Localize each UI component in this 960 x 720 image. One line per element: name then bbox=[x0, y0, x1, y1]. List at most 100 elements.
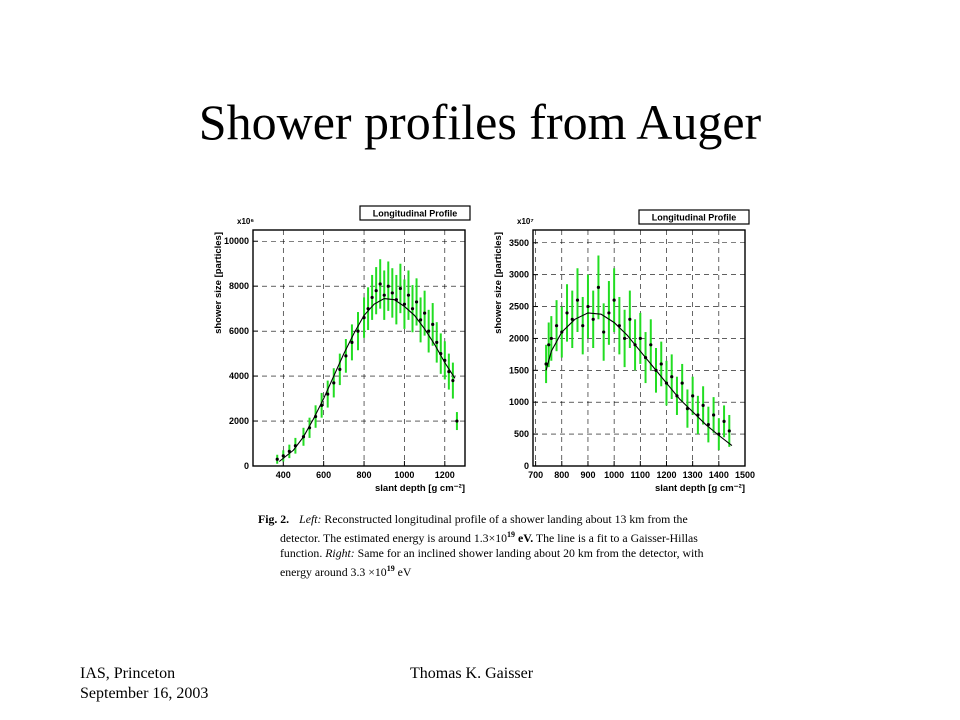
data-point bbox=[701, 403, 705, 408]
x-tick-label: 1500 bbox=[735, 470, 755, 480]
data-point bbox=[602, 330, 606, 334]
data-point bbox=[549, 336, 553, 341]
chart-title: Longitudinal Profile bbox=[652, 213, 737, 223]
y-tick-label: 2000 bbox=[509, 333, 529, 343]
caption-fragment: Right: bbox=[325, 545, 355, 560]
data-point bbox=[727, 429, 731, 433]
x-tick-label: 1000 bbox=[604, 470, 624, 480]
data-point bbox=[659, 362, 663, 366]
caption-fragment: Reconstructed longitudinal profile of a … bbox=[321, 512, 688, 526]
y-tick-label: 10000 bbox=[224, 236, 249, 246]
data-point bbox=[628, 317, 632, 321]
data-point bbox=[581, 324, 585, 328]
caption-fragment: 19 bbox=[507, 530, 516, 539]
x-tick-label: 1200 bbox=[435, 470, 455, 480]
y-tick-label: 0 bbox=[244, 461, 249, 471]
y-tick-label: 500 bbox=[514, 429, 529, 439]
data-point bbox=[554, 324, 559, 328]
caption-line-2: detector. The estimated energy is around… bbox=[258, 527, 763, 546]
data-point bbox=[281, 454, 285, 458]
data-point bbox=[398, 286, 402, 291]
data-point bbox=[623, 336, 627, 341]
x-tick-label: 800 bbox=[554, 470, 569, 480]
y-tick-label: 0 bbox=[524, 461, 529, 471]
x-tick-label: 800 bbox=[357, 470, 372, 480]
caption-fragment: eV. bbox=[515, 530, 534, 545]
x-tick-label: 400 bbox=[276, 470, 291, 480]
data-point bbox=[382, 293, 386, 297]
data-point bbox=[338, 367, 342, 371]
data-point bbox=[607, 311, 611, 315]
y-tick-label: 3500 bbox=[509, 238, 529, 248]
data-point bbox=[275, 457, 279, 461]
data-point bbox=[326, 392, 330, 396]
data-point bbox=[570, 317, 574, 321]
data-point bbox=[414, 300, 419, 304]
y-tick-label: 4000 bbox=[229, 371, 249, 381]
data-point bbox=[418, 318, 423, 322]
caption-fragment: 19 bbox=[386, 563, 395, 573]
y-scale-label: x10⁶ bbox=[237, 217, 254, 226]
data-point bbox=[370, 295, 374, 300]
data-point bbox=[649, 343, 653, 347]
chart-title: Longitudinal Profile bbox=[373, 209, 458, 219]
data-point bbox=[575, 298, 580, 302]
caption-fragment: Left: bbox=[299, 512, 322, 526]
caption-fragment: energy around 3.3 ×10 bbox=[280, 564, 387, 579]
data-point bbox=[406, 293, 411, 297]
caption-fragment: detector. The estimated energy is around… bbox=[280, 530, 508, 545]
data-point bbox=[547, 343, 551, 347]
footer-date: September 16, 2003 bbox=[80, 685, 209, 702]
x-tick-label: 600 bbox=[316, 470, 331, 480]
x-axis-label: slant depth [g cm⁻²] bbox=[655, 483, 745, 494]
data-point bbox=[638, 336, 642, 341]
x-tick-label: 1200 bbox=[656, 470, 676, 480]
slide-title: Shower profiles from Auger bbox=[198, 94, 762, 150]
data-point bbox=[722, 419, 726, 423]
data-point bbox=[427, 329, 431, 333]
caption-line-4: energy around 3.3 ×1019 eV bbox=[258, 561, 763, 580]
data-point bbox=[431, 322, 435, 326]
y-tick-label: 8000 bbox=[229, 281, 249, 291]
figure-caption: Fig. 2. Left: Reconstructed longitudinal … bbox=[258, 512, 763, 580]
data-point bbox=[711, 413, 716, 417]
fit-curve bbox=[278, 297, 456, 462]
data-point bbox=[344, 354, 348, 358]
caption-fig-label: Fig. 2. bbox=[258, 512, 290, 526]
caption-fragment: Same for an inclined shower landing abou… bbox=[354, 545, 704, 560]
data-point bbox=[410, 307, 415, 311]
x-tick-label: 1400 bbox=[709, 470, 729, 480]
data-point bbox=[591, 317, 595, 321]
data-point bbox=[544, 362, 548, 366]
x-axis-label: slant depth [g cm⁻²] bbox=[375, 483, 465, 494]
data-point bbox=[586, 304, 590, 309]
x-tick-label: 1300 bbox=[683, 470, 703, 480]
data-point bbox=[565, 311, 569, 315]
data-point bbox=[332, 381, 336, 385]
footer-venue-name: IAS, Princeton bbox=[80, 665, 176, 682]
y-axis-label: shower size [particles] bbox=[213, 232, 224, 334]
y-tick-label: 3000 bbox=[509, 270, 529, 280]
data-point bbox=[374, 289, 378, 293]
y-tick-label: 1000 bbox=[509, 397, 529, 407]
x-tick-label: 700 bbox=[528, 470, 543, 480]
footer-venue: IAS, Princeton September 16, 2003 bbox=[80, 664, 208, 704]
data-point bbox=[691, 394, 695, 398]
data-point bbox=[350, 340, 354, 344]
data-point bbox=[390, 291, 394, 295]
chart-title-box bbox=[638, 209, 750, 225]
y-tick-label: 1500 bbox=[509, 365, 529, 375]
data-point bbox=[455, 419, 459, 423]
caption-fragment: eV bbox=[394, 564, 412, 579]
x-tick-label: 900 bbox=[580, 470, 595, 480]
data-point bbox=[680, 381, 684, 385]
data-point bbox=[451, 378, 455, 383]
caption-line-1: Fig. 2. Left: Reconstructed longitudinal … bbox=[258, 512, 763, 527]
data-point bbox=[378, 282, 382, 286]
y-tick-label: 6000 bbox=[229, 326, 249, 336]
fit-curve bbox=[545, 312, 733, 447]
data-point bbox=[356, 329, 360, 333]
caption-line-3: function. Right: Same for an inclined sh… bbox=[258, 546, 763, 561]
footer-author: Thomas K. Gaisser bbox=[410, 665, 534, 682]
